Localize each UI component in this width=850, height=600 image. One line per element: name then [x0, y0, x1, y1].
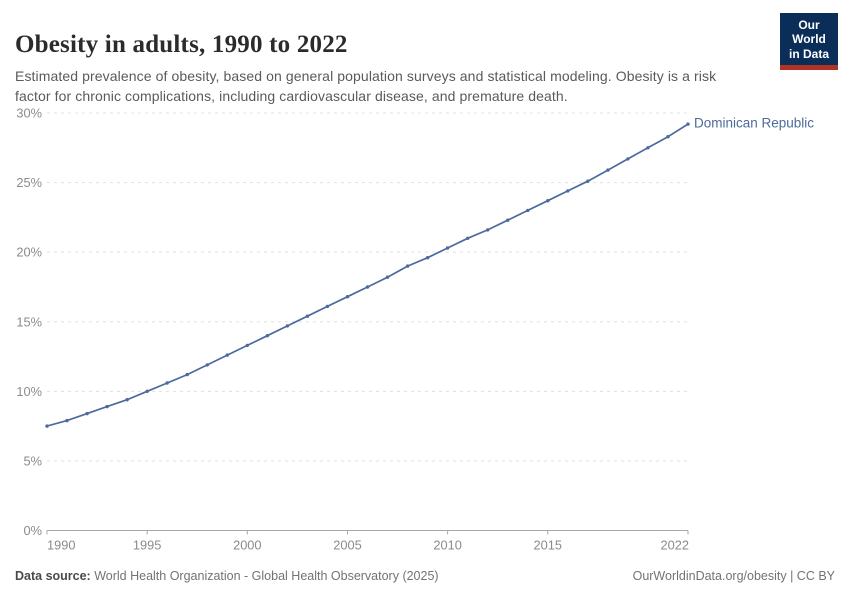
y-tick-label: 0%	[24, 523, 43, 538]
data-point[interactable]	[506, 218, 510, 222]
data-point[interactable]	[425, 256, 430, 260]
data-source-label: Data source:	[15, 569, 91, 583]
data-point[interactable]	[125, 398, 129, 402]
x-tick-label: 2022	[661, 538, 689, 553]
y-tick-label: 30%	[16, 106, 42, 121]
data-point[interactable]	[305, 314, 310, 318]
data-point[interactable]	[45, 424, 49, 428]
data-point[interactable]	[445, 246, 450, 250]
data-point[interactable]	[225, 353, 229, 357]
data-point[interactable]	[165, 381, 169, 385]
data-source-value: World Health Organization - Global Healt…	[90, 569, 439, 583]
x-tick-label: 2010	[433, 538, 461, 553]
data-point[interactable]	[646, 146, 650, 150]
data-point[interactable]	[245, 343, 249, 348]
data-point[interactable]	[385, 275, 390, 279]
data-point[interactable]	[586, 179, 590, 183]
series-end-label[interactable]: Dominican Republic	[694, 116, 814, 131]
data-point[interactable]	[566, 189, 570, 193]
x-tick-label: 2000	[233, 538, 261, 553]
data-point[interactable]	[85, 411, 89, 416]
owid-logo-line2: in Data	[788, 46, 829, 61]
data-point[interactable]	[285, 324, 290, 328]
data-point[interactable]	[405, 264, 410, 268]
data-point[interactable]	[486, 228, 490, 232]
data-point[interactable]	[145, 389, 149, 393]
data-point[interactable]	[185, 372, 189, 377]
owid-logo[interactable]: Our World in Data	[780, 13, 838, 71]
data-point[interactable]	[606, 168, 610, 172]
data-point[interactable]	[466, 236, 470, 240]
data-point[interactable]	[205, 363, 209, 367]
y-tick-label: 15%	[16, 314, 42, 329]
data-point[interactable]	[666, 135, 670, 139]
data-point[interactable]	[325, 304, 330, 309]
y-tick-label: 5%	[24, 453, 43, 468]
chart-subtitle: Estimated prevalence of obesity, based o…	[15, 68, 717, 105]
data-line[interactable]	[46, 123, 689, 427]
data-point[interactable]	[65, 418, 69, 423]
data-point[interactable]	[345, 295, 350, 299]
data-point[interactable]	[526, 208, 530, 213]
chart-footer: Data source: World Health Organization -…	[15, 569, 835, 583]
data-point[interactable]	[546, 199, 550, 203]
data-source-text: Data source: World Health Organization -…	[15, 569, 439, 583]
page-title: Obesity in adults, 1990 to 2022	[15, 30, 348, 58]
data-point[interactable]	[365, 285, 370, 289]
y-tick-label: 20%	[16, 245, 42, 260]
x-tick-label: 1990	[47, 538, 75, 553]
y-tick-label: 10%	[16, 384, 42, 399]
owid-credit-link[interactable]: OurWorldinData.org/obesity | CC BY	[632, 569, 835, 583]
data-point[interactable]	[105, 404, 109, 409]
owid-logo-line1: Our World	[792, 18, 826, 47]
x-tick-label: 1995	[133, 538, 161, 553]
x-tick-label: 2005	[333, 538, 361, 553]
y-tick-label: 25%	[16, 175, 42, 190]
data-point[interactable]	[265, 334, 269, 338]
data-point[interactable]	[626, 157, 630, 161]
x-tick-label: 2015	[534, 538, 562, 553]
data-point[interactable]	[686, 122, 690, 126]
